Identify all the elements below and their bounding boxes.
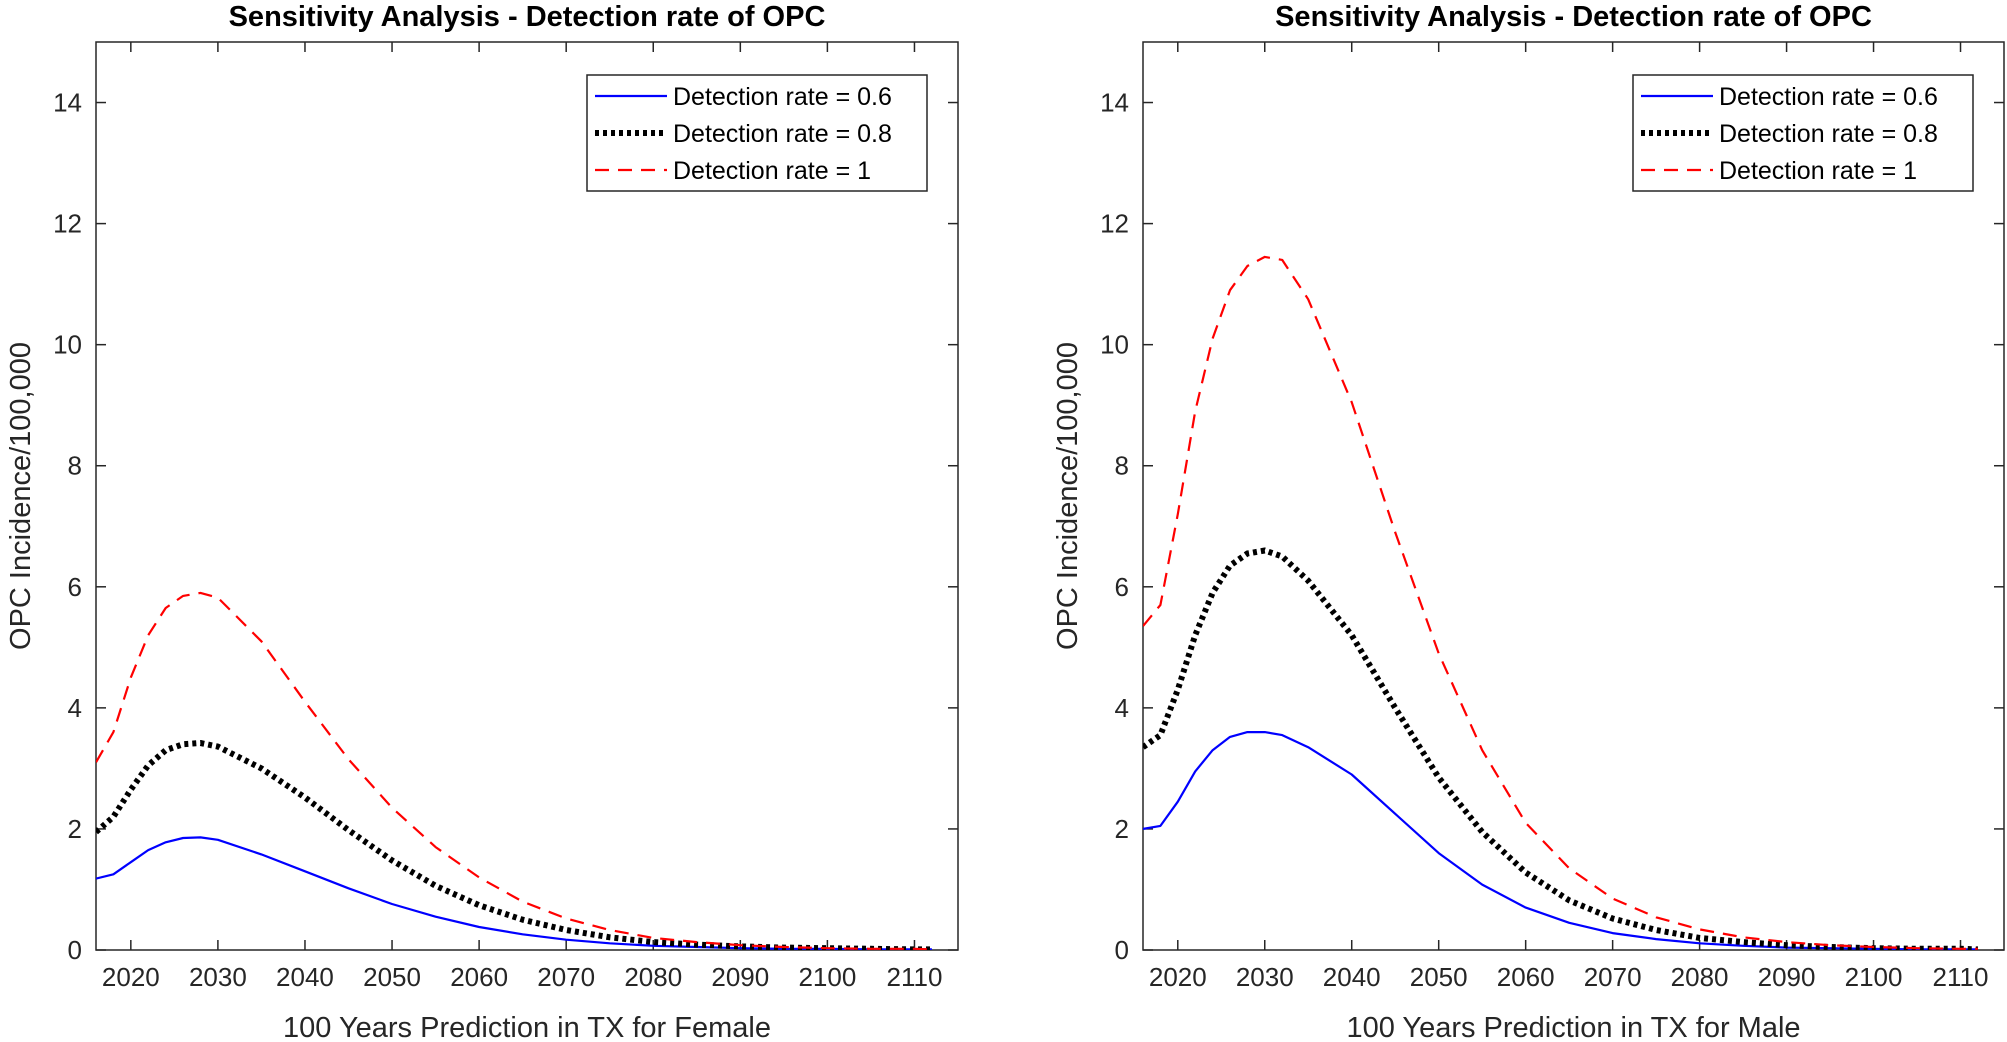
y-axis-label: OPC Incidence/100,000 — [1052, 342, 1084, 650]
y-tick-label: 2 — [1115, 814, 1129, 844]
series-line-3 — [1143, 255, 1978, 950]
y-tick-label: 8 — [1115, 451, 1129, 481]
plot-frame — [95, 41, 959, 951]
legend-label-1: Detection rate = 0.6 — [673, 83, 892, 111]
y-tick-label: 14 — [1100, 88, 1129, 118]
y-tick-label: 0 — [68, 935, 82, 965]
x-axis-label: 100 Years Prediction in TX for Female — [283, 1012, 771, 1042]
x-tick-label: 2110 — [1933, 962, 1989, 992]
legend: Detection rate = 0.6 Detection rate = 0.8… — [586, 74, 928, 192]
y-tick-label: 6 — [68, 572, 82, 602]
x-tick-label: 2090 — [1758, 962, 1816, 992]
x-tick-label: 2040 — [276, 962, 334, 992]
x-tick-label: 2100 — [1845, 962, 1903, 992]
chart-title: Sensitivity Analysis - Detection rate of… — [1275, 1, 1872, 33]
x-tick-label: 2110 — [887, 962, 943, 992]
x-tick-label: 2100 — [798, 962, 856, 992]
x-tick-label: 2060 — [450, 962, 508, 992]
series-line-2 — [96, 740, 932, 950]
x-axis-label: 100 Years Prediction in TX for Male — [1346, 1012, 1800, 1042]
y-tick-label: 10 — [53, 330, 82, 360]
x-tick-label: 2040 — [1323, 962, 1381, 992]
x-tick-label: 2070 — [1584, 962, 1642, 992]
y-tick-label: 10 — [1100, 330, 1129, 360]
x-tick-label: 2080 — [1671, 962, 1729, 992]
y-axis-label: OPC Incidence/100,000 — [5, 342, 37, 650]
series-line-2 — [1143, 547, 1979, 950]
x-tick-label: 2070 — [537, 962, 595, 992]
x-tick-label: 2050 — [1410, 962, 1468, 992]
y-tick-label: 12 — [53, 209, 82, 239]
chart-2: Sensitivity Analysis - Detection rate of… — [1052, 1, 2005, 1042]
legend-label-2: Detection rate = 0.8 — [1719, 120, 1938, 148]
y-tick-label: 8 — [68, 451, 82, 481]
legend: Detection rate = 0.6 Detection rate = 0.8… — [1632, 74, 1974, 192]
y-tick-label: 2 — [68, 814, 82, 844]
x-tick-label: 2080 — [624, 962, 682, 992]
y-tick-label: 6 — [1115, 572, 1129, 602]
x-tick-label: 2020 — [102, 962, 160, 992]
plot-frame — [1142, 41, 2005, 951]
x-tick-label: 2060 — [1497, 962, 1555, 992]
series-line-1 — [96, 836, 932, 950]
chart-1: Sensitivity Analysis - Detection rate of… — [5, 1, 959, 1042]
series-line-3 — [96, 591, 932, 950]
x-tick-label: 2090 — [711, 962, 769, 992]
y-tick-label: 14 — [53, 88, 82, 118]
y-tick-label: 0 — [1115, 935, 1129, 965]
x-tick-label: 2050 — [363, 962, 421, 992]
x-tick-label: 2030 — [189, 962, 247, 992]
legend-label-2: Detection rate = 0.8 — [673, 120, 892, 148]
chart-title: Sensitivity Analysis - Detection rate of… — [229, 1, 826, 33]
legend-label-3: Detection rate = 1 — [673, 157, 871, 185]
legend-label-3: Detection rate = 1 — [1719, 157, 1917, 185]
legend-label-1: Detection rate = 0.6 — [1719, 83, 1938, 111]
x-tick-label: 2030 — [1236, 962, 1294, 992]
y-tick-label: 4 — [1115, 693, 1129, 723]
y-tick-label: 12 — [1100, 209, 1129, 239]
x-tick-label: 2020 — [1149, 962, 1207, 992]
y-tick-label: 4 — [68, 693, 82, 723]
series-line-1 — [1143, 730, 1978, 950]
